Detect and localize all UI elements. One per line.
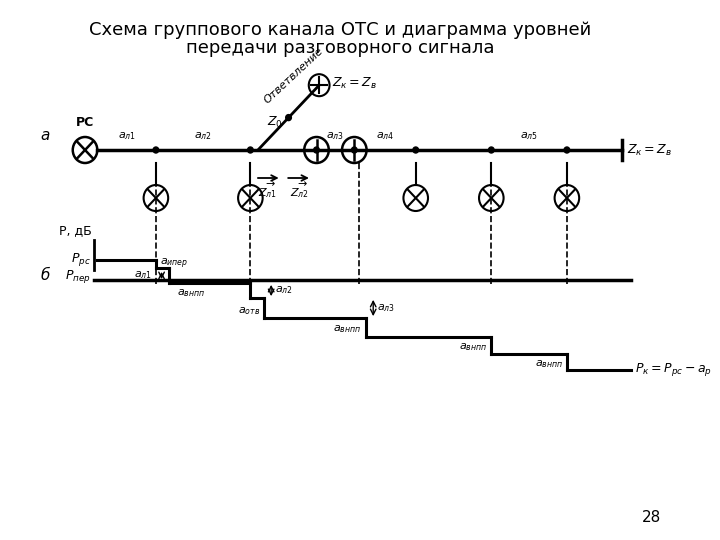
Text: $a_{внпп}$: $a_{внпп}$ bbox=[176, 288, 205, 299]
Text: $P_{рс}$: $P_{рс}$ bbox=[71, 251, 91, 267]
Circle shape bbox=[351, 147, 357, 153]
Text: $a_{л3}$: $a_{л3}$ bbox=[326, 130, 344, 142]
Circle shape bbox=[564, 147, 570, 153]
Text: $\overrightarrow{Z_{л2}}$: $\overrightarrow{Z_{л2}}$ bbox=[290, 180, 309, 200]
Text: $Z_к = Z_в$: $Z_к = Z_в$ bbox=[333, 76, 377, 91]
Text: $\overrightarrow{Z_{л1}}$: $\overrightarrow{Z_{л1}}$ bbox=[258, 180, 277, 200]
Text: а: а bbox=[40, 127, 50, 143]
Text: Ответвление: Ответвление bbox=[261, 46, 325, 106]
Text: 28: 28 bbox=[642, 510, 662, 525]
Text: $a_{л2}$: $a_{л2}$ bbox=[275, 285, 293, 296]
Text: $a_{л1}$: $a_{л1}$ bbox=[134, 269, 152, 281]
Circle shape bbox=[314, 147, 320, 153]
Circle shape bbox=[286, 114, 292, 120]
Text: $Z_0$: $Z_0$ bbox=[267, 115, 283, 130]
Text: $a_{ипер}$: $a_{ипер}$ bbox=[160, 257, 188, 271]
Text: Схема группового канала ОТС и диаграмма уровней: Схема группового канала ОТС и диаграмма … bbox=[89, 21, 591, 39]
Text: $a_{л4}$: $a_{л4}$ bbox=[376, 130, 394, 142]
Circle shape bbox=[488, 147, 494, 153]
Text: $a_{л2}$: $a_{л2}$ bbox=[194, 130, 212, 142]
Circle shape bbox=[248, 147, 253, 153]
Circle shape bbox=[413, 147, 418, 153]
Circle shape bbox=[153, 147, 158, 153]
Text: $Z_к = Z_в$: $Z_к = Z_в$ bbox=[627, 143, 672, 158]
Text: $a_{внпп}$: $a_{внпп}$ bbox=[333, 323, 362, 335]
Text: Р, дБ: Р, дБ bbox=[59, 224, 91, 237]
Text: $a_{л1}$: $a_{л1}$ bbox=[117, 130, 135, 142]
Text: $a_{л3}$: $a_{л3}$ bbox=[377, 302, 395, 314]
Text: $a_{внпп}$: $a_{внпп}$ bbox=[535, 358, 563, 370]
Text: $P_к = P_{рс} - a_р$: $P_к = P_{рс} - a_р$ bbox=[635, 361, 712, 379]
Text: б: б bbox=[40, 267, 50, 282]
Text: РС: РС bbox=[76, 116, 94, 129]
Text: передачи разговорного сигнала: передачи разговорного сигнала bbox=[186, 39, 495, 57]
Text: $a_{внпп}$: $a_{внпп}$ bbox=[459, 342, 487, 353]
Text: $a_{л5}$: $a_{л5}$ bbox=[520, 130, 538, 142]
Text: $a_{отв}$: $a_{отв}$ bbox=[238, 305, 260, 317]
Text: $P_{пер}$: $P_{пер}$ bbox=[65, 268, 91, 285]
